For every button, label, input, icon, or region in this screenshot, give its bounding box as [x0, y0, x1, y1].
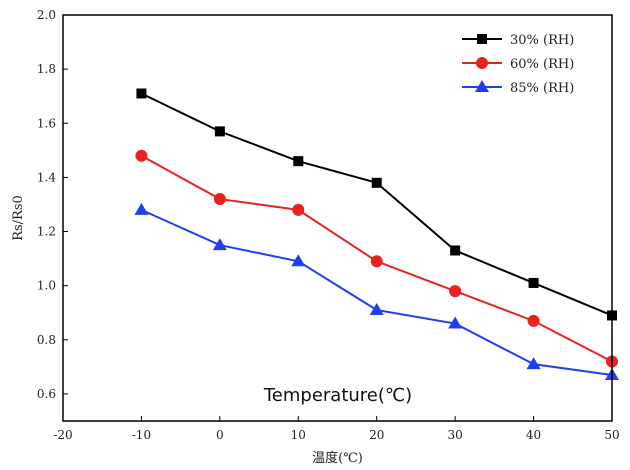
y-tick-label: 1.2 — [37, 225, 56, 239]
x-tick-label: 50 — [604, 428, 619, 442]
series-line — [141, 208, 613, 376]
y-tick-label: 1.0 — [37, 279, 56, 293]
data-point — [134, 202, 149, 215]
x-tick-label: 20 — [369, 428, 384, 442]
x-tick-label: -20 — [53, 428, 72, 442]
data-point — [291, 254, 306, 267]
series-3 — [134, 202, 619, 380]
data-point — [213, 193, 226, 206]
data-point — [293, 156, 304, 167]
legend-entry: 60% (RH) — [462, 57, 574, 72]
data-point — [449, 285, 462, 298]
data-point — [448, 316, 463, 329]
data-point — [135, 149, 148, 162]
y-tick-labels: 0.6 0.8 1.0 1.2 1.4 1.6 1.8 2.0 — [37, 8, 56, 401]
data-point — [369, 303, 384, 316]
legend-label: 85% (RH) — [510, 81, 574, 96]
data-point — [212, 238, 227, 251]
data-point — [527, 314, 540, 327]
series-layer — [134, 88, 619, 380]
legend-entry: 30% (RH) — [462, 33, 574, 48]
x-tick-label: 0 — [216, 428, 224, 442]
data-point — [528, 277, 539, 288]
x-tick-label: 10 — [291, 428, 306, 442]
legend: 30% (RH) 60% (RH) 85% (RH) — [462, 33, 574, 96]
y-tick-label: 1.4 — [37, 170, 56, 184]
legend-entry: 85% (RH) — [462, 80, 574, 96]
legend-label: 60% (RH) — [510, 57, 574, 72]
plot-frame — [62, 14, 613, 422]
data-point — [292, 203, 305, 216]
x-tick-label: -10 — [132, 428, 151, 442]
series-1 — [136, 88, 617, 321]
legend-marker — [477, 34, 487, 44]
data-point — [526, 357, 541, 370]
x-tick-labels: -20 -10 0 10 20 30 40 50 — [53, 428, 619, 442]
series-2 — [135, 149, 618, 368]
y-tick-label: 1.6 — [37, 116, 56, 130]
data-point — [136, 88, 147, 99]
data-point — [370, 255, 383, 268]
x-tick-label: 40 — [526, 428, 541, 442]
data-point — [371, 177, 382, 188]
y-tick-label: 0.6 — [37, 387, 56, 401]
legend-marker — [476, 57, 488, 69]
y-tick-label: 2.0 — [37, 8, 56, 22]
data-point — [450, 245, 461, 256]
y-axis-title: Rs/Rs0 — [11, 195, 26, 241]
axis-ticks — [62, 14, 613, 421]
legend-marker — [475, 80, 489, 92]
overlay-annotation: Temperature(℃) — [263, 385, 412, 406]
legend-label: 30% (RH) — [510, 33, 574, 48]
data-point — [214, 126, 225, 137]
series-line — [140, 92, 613, 317]
y-tick-label: 0.8 — [37, 333, 56, 347]
x-tick-label: 30 — [448, 428, 463, 442]
y-tick-label: 1.8 — [37, 62, 56, 76]
x-axis-title: 温度(℃) — [312, 450, 363, 466]
